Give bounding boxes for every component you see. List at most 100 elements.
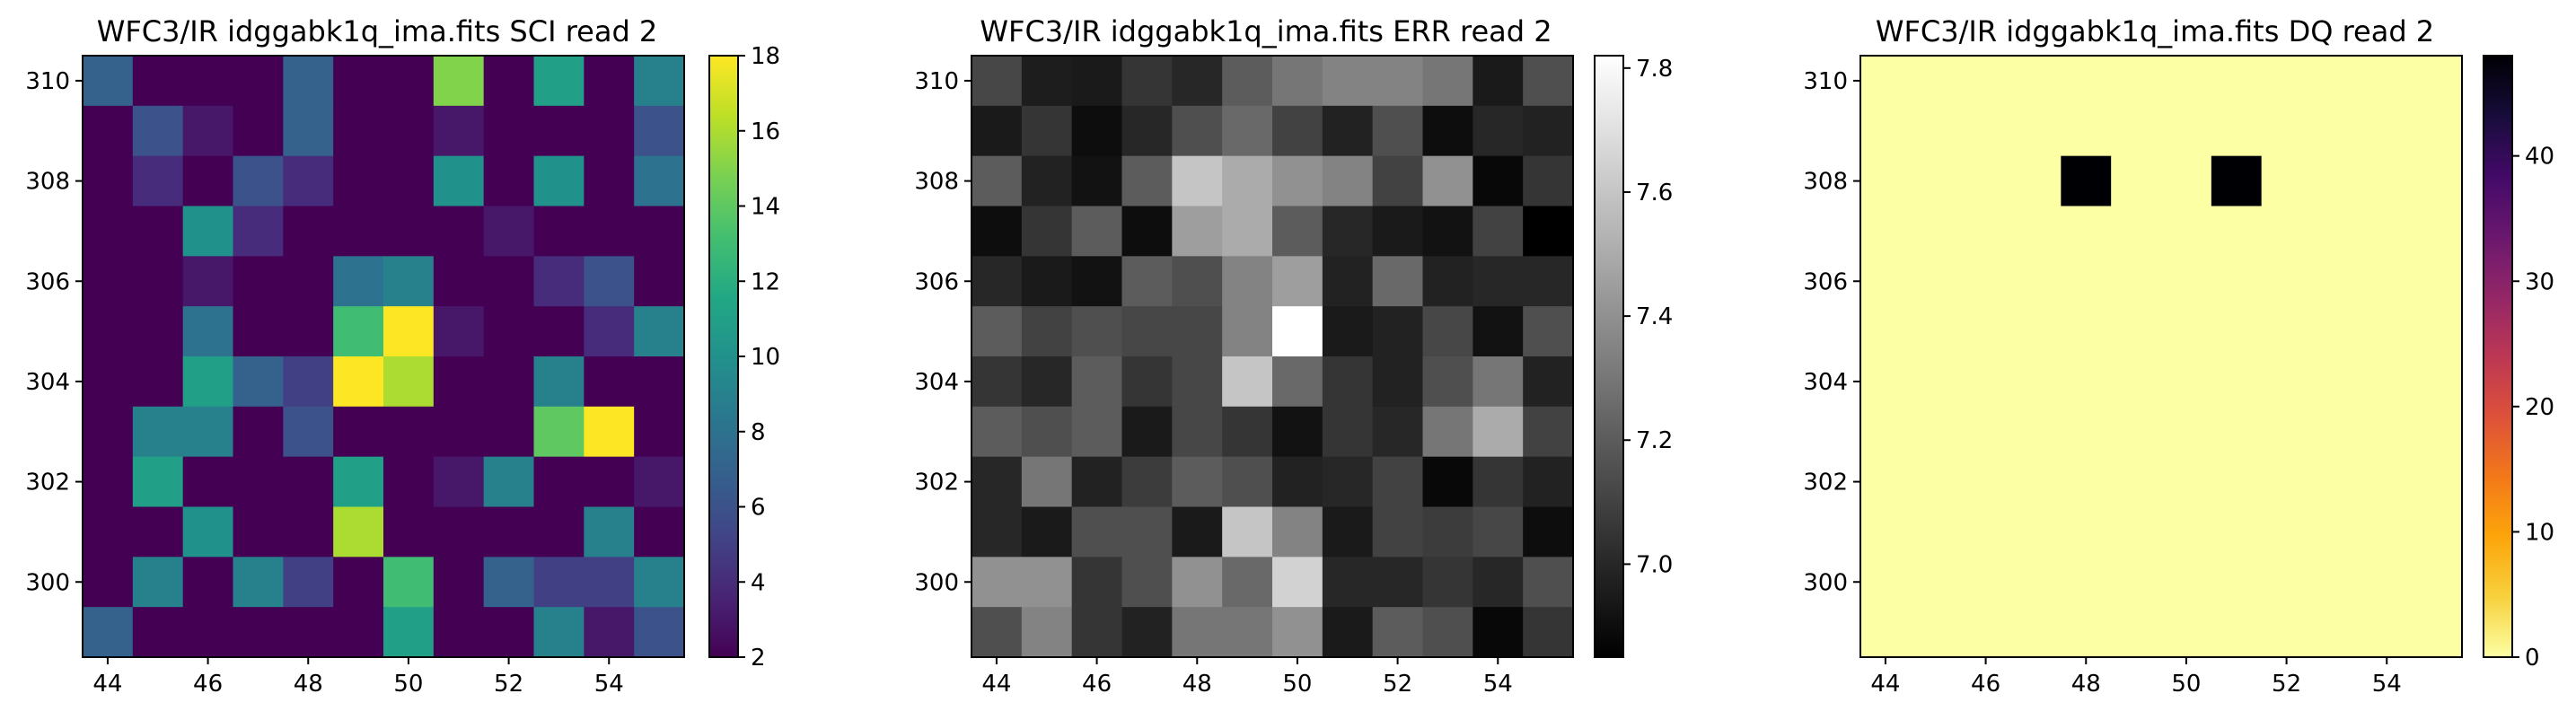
err-cell <box>1021 607 1073 658</box>
dq-cell <box>1910 256 1962 307</box>
err-cell <box>1121 456 1173 508</box>
sci-cell <box>383 456 435 508</box>
err-colorbar-gradient <box>1594 55 1624 658</box>
dq-cell <box>2412 356 2463 408</box>
dq-cell <box>2311 557 2362 608</box>
sci-cell <box>83 607 134 658</box>
err-cell <box>1473 256 1524 307</box>
dq-cell <box>2111 56 2162 107</box>
sci-cell <box>132 607 184 658</box>
err-cell <box>1272 356 1323 408</box>
err-cell <box>1222 557 1273 608</box>
sci-cell <box>483 155 535 207</box>
dq-cell <box>2010 155 2062 207</box>
err-cell <box>1121 155 1173 207</box>
err-cell <box>1372 206 1424 257</box>
dq-cell <box>2061 206 2112 257</box>
sci-cell <box>182 456 234 508</box>
err-cell <box>1422 607 1473 658</box>
err-cell <box>1071 557 1123 608</box>
sci-cell <box>433 607 485 658</box>
err-x-axis: 44 46 48 50 52 54 <box>981 657 1513 698</box>
sci-cell <box>634 557 685 608</box>
err-cell <box>1322 356 1374 408</box>
dq-cell <box>2161 406 2212 458</box>
sci-cell <box>383 155 435 207</box>
dq-cell <box>2061 56 2112 107</box>
sci-cell <box>584 406 635 458</box>
sci-cell <box>533 306 585 357</box>
sci-cell <box>233 456 284 508</box>
dq-cell <box>1860 506 1912 558</box>
err-cell <box>1121 56 1173 107</box>
dq-colorbar-tick-label: 40 <box>2525 144 2554 171</box>
sci-cell <box>132 306 184 357</box>
dq-cell <box>2161 557 2212 608</box>
sci-cell <box>132 256 184 307</box>
dq-cell <box>1860 155 1912 207</box>
err-cell <box>1021 557 1073 608</box>
dq-cell <box>2211 256 2263 307</box>
sci-cell <box>533 456 585 508</box>
sci-cell <box>233 306 284 357</box>
sci-cell <box>333 557 384 608</box>
sci-cell <box>233 506 284 558</box>
sci-x-tick-label: 54 <box>594 671 624 698</box>
sci-cell <box>433 306 485 357</box>
sci-cell <box>283 356 334 408</box>
err-cell <box>1372 105 1424 157</box>
sci-cell <box>83 306 134 357</box>
sci-cell <box>132 506 184 558</box>
sci-cell <box>634 406 685 458</box>
err-x-tick-label: 52 <box>1383 671 1412 698</box>
dq-cell <box>1960 256 2012 307</box>
err-cell <box>971 456 1023 508</box>
dq-cell <box>2412 256 2463 307</box>
sci-cell <box>584 506 635 558</box>
err-cell <box>971 406 1023 458</box>
dq-cell <box>2412 105 2463 157</box>
dq-cell <box>1910 105 1962 157</box>
dq-cell <box>2010 105 2062 157</box>
dq-y-tick-label: 308 <box>1803 169 1848 196</box>
err-cell <box>1523 206 1574 257</box>
err-cell <box>1272 155 1323 207</box>
err-cell <box>1121 607 1173 658</box>
sci-cell <box>182 406 234 458</box>
dq-cell <box>2311 56 2362 107</box>
sci-cell <box>483 557 535 608</box>
dq-cell <box>2010 56 2062 107</box>
sci-colorbar-gradient <box>708 55 739 658</box>
sci-cell <box>634 607 685 658</box>
err-cell <box>1322 256 1374 307</box>
dq-cell <box>2261 56 2313 107</box>
sci-cell <box>433 155 485 207</box>
err-colorbar-tick-label: 7.8 <box>1636 56 1673 83</box>
sci-cell <box>483 306 535 357</box>
sci-cell <box>283 607 334 658</box>
sci-cell <box>483 406 535 458</box>
dq-cell <box>2311 105 2362 157</box>
dq-cell <box>2061 356 2112 408</box>
dq-x-tick-label: 46 <box>1971 671 2000 698</box>
dq-cell <box>2412 557 2463 608</box>
err-cell <box>1523 406 1574 458</box>
dq-colorbar-tick-label: 20 <box>2525 394 2554 421</box>
dq-cell <box>2111 456 2162 508</box>
sci-cell <box>483 506 535 558</box>
dq-cell <box>2361 306 2413 357</box>
sci-cell <box>383 56 435 107</box>
err-cell <box>1222 56 1273 107</box>
dq-cell <box>2311 206 2362 257</box>
dq-cell <box>2061 105 2112 157</box>
err-cell <box>1222 607 1273 658</box>
sci-cell <box>83 256 134 307</box>
err-cell <box>1523 557 1574 608</box>
err-y-tick-label: 300 <box>914 569 959 596</box>
sci-cell <box>182 506 234 558</box>
sci-cell <box>634 456 685 508</box>
err-cell <box>1523 105 1574 157</box>
dq-cell <box>1960 607 2012 658</box>
dq-cell <box>1960 56 2012 107</box>
dq-y-axis: 310 308 306 304 302 300 <box>1803 68 1860 596</box>
